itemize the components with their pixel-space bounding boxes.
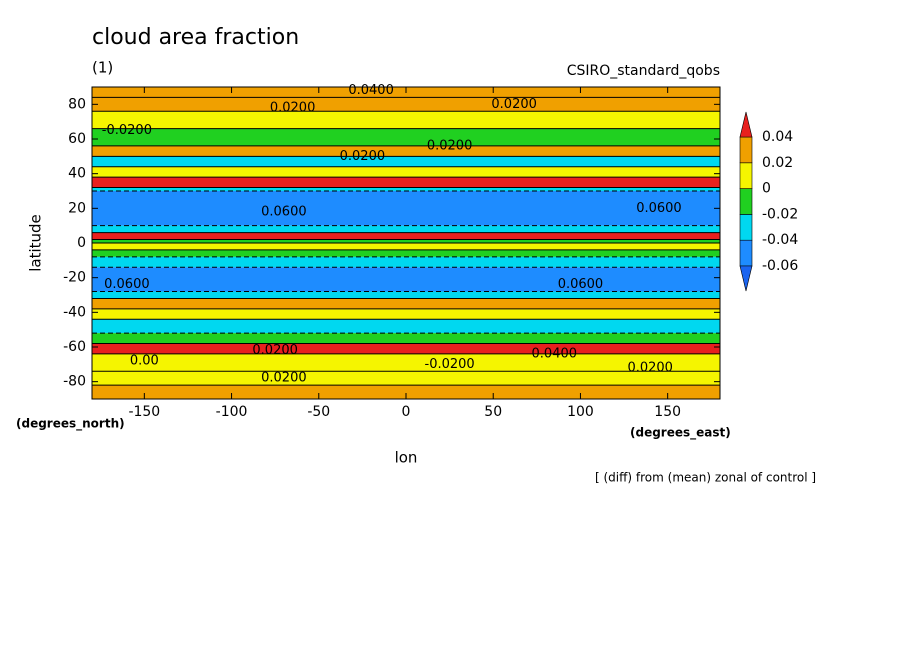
colorbar-box bbox=[739, 214, 753, 241]
y-tick-label: -20 bbox=[63, 270, 86, 286]
contour-label: 0.0200 bbox=[261, 371, 307, 386]
colorbar-label: 0 bbox=[762, 181, 771, 197]
x-tick-label: -50 bbox=[307, 404, 330, 420]
contour-band bbox=[92, 308, 720, 320]
contour-label: 0.0600 bbox=[261, 204, 307, 219]
contour-label: -0.0200 bbox=[102, 123, 152, 138]
contour-band bbox=[92, 267, 720, 292]
colorbar-label: -0.04 bbox=[762, 232, 798, 248]
contour-band bbox=[92, 371, 720, 386]
contour-label: 0.0200 bbox=[252, 343, 298, 358]
contour-label: 0.00 bbox=[130, 353, 159, 368]
y-tick-label: 60 bbox=[68, 131, 86, 147]
source-label: CSIRO_standard_qobs bbox=[567, 63, 720, 79]
colorbar-arrow bbox=[739, 111, 753, 138]
contour-band bbox=[92, 319, 720, 334]
y-tick-label: 0 bbox=[77, 235, 86, 251]
contour-label: 0.0600 bbox=[104, 277, 150, 292]
colorbar-label: -0.06 bbox=[762, 258, 798, 274]
colorbar-box bbox=[739, 136, 753, 164]
contour-band bbox=[92, 353, 720, 372]
contour-band bbox=[92, 145, 720, 157]
chart-title: cloud area fraction bbox=[92, 25, 299, 50]
contour-band bbox=[92, 191, 720, 226]
colorbar-label: 0.04 bbox=[762, 129, 793, 145]
contour-band bbox=[92, 256, 720, 268]
colorbar-box bbox=[739, 239, 753, 267]
contour-label: 0.0200 bbox=[427, 138, 473, 153]
x-axis-label: lon bbox=[395, 449, 418, 467]
colorbar-label: -0.02 bbox=[762, 206, 798, 222]
x-tick-label: 100 bbox=[567, 404, 594, 420]
y-tick-label: -40 bbox=[63, 304, 86, 320]
contour-band bbox=[92, 298, 720, 309]
contour-band bbox=[92, 232, 720, 240]
x-tick-label: 150 bbox=[654, 404, 681, 420]
contour-band bbox=[92, 291, 720, 299]
contour-band bbox=[92, 156, 720, 167]
contour-band bbox=[92, 166, 720, 178]
contour-band bbox=[92, 343, 720, 354]
contour-band bbox=[92, 177, 720, 188]
x-tick-label: 50 bbox=[484, 404, 502, 420]
contour-band bbox=[92, 239, 720, 243]
contour-band bbox=[92, 385, 720, 399]
subtitle: (1) bbox=[92, 59, 113, 77]
y-tick-label: 80 bbox=[68, 96, 86, 112]
y-axis-label: latitude bbox=[27, 214, 45, 272]
x-tick-label: 0 bbox=[402, 404, 411, 420]
y-unit-label: (degrees_north) bbox=[16, 417, 125, 432]
contour-label: 0.0200 bbox=[340, 149, 386, 164]
colorbar-box bbox=[739, 162, 753, 189]
contour-band bbox=[92, 111, 720, 129]
y-tick-label: 20 bbox=[68, 200, 86, 216]
colorbar-box bbox=[739, 188, 753, 215]
x-tick-label: -100 bbox=[216, 404, 248, 420]
contour-band bbox=[92, 97, 720, 112]
y-tick-label: -60 bbox=[63, 339, 86, 355]
contour-label: -0.0200 bbox=[425, 357, 475, 372]
contour-label: 0.0200 bbox=[270, 100, 316, 115]
contour-label: 0.0600 bbox=[558, 277, 604, 292]
contour-band bbox=[92, 333, 720, 344]
contour-band bbox=[92, 243, 720, 250]
contour-band bbox=[92, 225, 720, 233]
x-unit-label: (degrees_east) bbox=[630, 426, 731, 441]
y-tick-label: -80 bbox=[63, 374, 86, 390]
contour-band bbox=[92, 249, 720, 257]
contour-label: 0.0200 bbox=[491, 97, 537, 112]
x-tick-label: -150 bbox=[128, 404, 160, 420]
colorbar-arrow bbox=[739, 265, 753, 292]
contour-label: 0.0400 bbox=[348, 83, 394, 98]
note: [ (diff) from (mean) zonal of control ] bbox=[595, 471, 816, 485]
contour-label: 0.0600 bbox=[636, 201, 682, 216]
contour-band bbox=[92, 128, 720, 146]
contour-label: 0.0200 bbox=[627, 360, 673, 375]
contour-label: 0.0400 bbox=[532, 346, 578, 361]
colorbar-label: 0.02 bbox=[762, 155, 793, 171]
y-tick-label: 40 bbox=[68, 166, 86, 182]
contour-band bbox=[92, 187, 720, 191]
